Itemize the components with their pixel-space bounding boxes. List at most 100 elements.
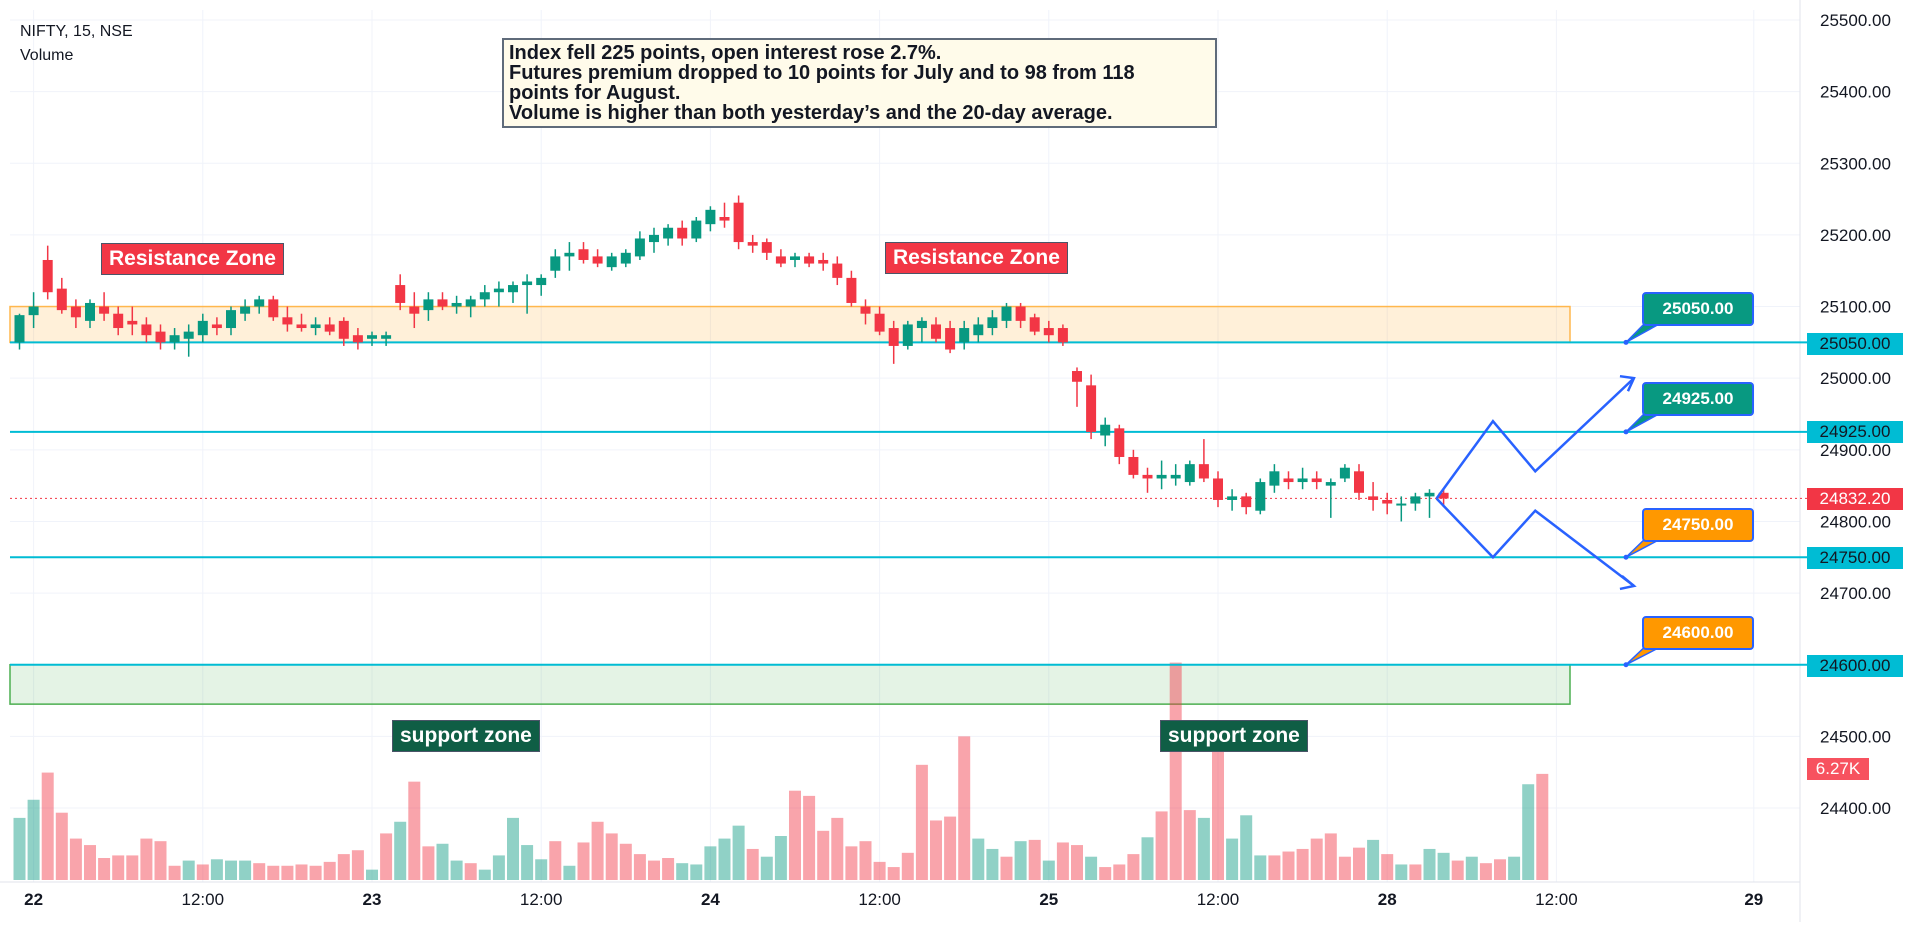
volume-bar: [1113, 864, 1126, 880]
support-zone-label-right[interactable]: support zone: [1160, 720, 1308, 752]
candle: [423, 292, 434, 321]
candle-body: [1368, 496, 1379, 500]
candle: [508, 281, 518, 303]
volume-bar: [1056, 842, 1069, 880]
candle-body: [945, 328, 956, 350]
volume-bar: [253, 863, 266, 880]
projection-up-path[interactable]: [1435, 377, 1635, 500]
volume-bar: [182, 860, 195, 880]
volume-bar: [1423, 848, 1436, 880]
callout-24750[interactable]: 24750.00: [1642, 508, 1754, 542]
candle: [733, 195, 744, 250]
volume-bar: [492, 855, 505, 880]
volume-bar: [1296, 848, 1309, 880]
candle-body: [240, 306, 251, 314]
candle-body: [465, 299, 476, 307]
support-zone-label-left[interactable]: support zone: [392, 720, 540, 752]
candle-body: [183, 331, 194, 339]
volume-bar: [1353, 847, 1365, 880]
candle: [1072, 367, 1082, 407]
volume-indicator-label[interactable]: Volume: [20, 47, 74, 64]
candle: [479, 285, 490, 307]
candle-body: [973, 324, 984, 336]
candle-body: [987, 317, 998, 329]
candle: [1086, 374, 1097, 440]
candle: [56, 277, 67, 314]
volume-bar: [619, 843, 632, 880]
candle-body: [423, 299, 434, 311]
volume-bar: [55, 812, 68, 880]
candle-body: [1297, 478, 1308, 483]
candle-body: [1184, 464, 1195, 483]
volume-bar: [845, 846, 858, 880]
candle: [1043, 320, 1054, 343]
level-lines: [10, 341, 1807, 666]
candle: [761, 238, 772, 260]
candle-body: [1057, 328, 1068, 343]
candle: [663, 224, 674, 246]
candle-body: [1227, 496, 1238, 500]
callout-25050[interactable]: 25050.00: [1642, 292, 1754, 326]
volume-bar: [1395, 864, 1408, 880]
volume-bar: [1226, 838, 1239, 880]
candle-body: [1043, 328, 1054, 336]
support-zone[interactable]: [9, 663, 1571, 705]
symbol-label[interactable]: NIFTY, 15, NSE: [20, 23, 133, 40]
volume-bar: [591, 821, 604, 880]
candle: [536, 274, 547, 296]
resistance-zone-label-right[interactable]: Resistance Zone: [885, 242, 1068, 274]
candle-body: [338, 320, 349, 339]
volume-bar: [1268, 855, 1281, 880]
candle: [113, 306, 124, 336]
candle: [1396, 496, 1407, 522]
candle-body: [296, 324, 307, 329]
candle-body: [56, 288, 67, 311]
callout-24925[interactable]: 24925.00: [1642, 382, 1754, 416]
candle: [85, 299, 95, 329]
callout-24600[interactable]: 24600.00: [1642, 616, 1754, 650]
volume-bar: [126, 855, 139, 880]
volume-bar: [408, 781, 421, 880]
candle-body: [1198, 464, 1209, 479]
candle: [14, 313, 25, 350]
candle: [268, 295, 279, 321]
candle-body: [536, 277, 547, 286]
candle: [254, 295, 265, 314]
volume-bar: [1367, 839, 1380, 880]
projection-up-arrowhead: [1619, 374, 1636, 392]
y-tick-label: 24800.00: [1820, 512, 1891, 531]
candle: [804, 252, 815, 268]
volume-bar: [394, 821, 407, 880]
candle-body: [747, 242, 758, 246]
x-tick-label: 12:00: [858, 890, 901, 909]
volume-bar: [1536, 773, 1549, 880]
candle-body: [381, 335, 392, 339]
volume-bar: [1183, 810, 1196, 880]
candle-body: [522, 281, 533, 286]
candle-body: [931, 324, 941, 339]
candle: [719, 202, 730, 228]
projection-down-path[interactable]: [1435, 497, 1635, 587]
volume-bar: [1465, 856, 1478, 880]
annotation-note[interactable]: Index fell 225 points, open interest ros…: [502, 38, 1217, 128]
candle: [437, 292, 448, 311]
candle-body: [310, 324, 321, 329]
candle: [183, 324, 194, 357]
volume-bar: [831, 817, 844, 880]
volume-bar: [986, 848, 999, 880]
candle: [465, 295, 476, 318]
volume-bar: [323, 861, 336, 880]
annotation-line-4: Volume is higher than both yesterday’s a…: [509, 102, 1113, 124]
volume-bar: [535, 859, 548, 880]
candle-body: [1354, 471, 1364, 493]
volume-bar: [676, 863, 689, 880]
resistance-zone-label-left[interactable]: Resistance Zone: [101, 243, 284, 275]
candle-body: [564, 252, 575, 257]
projection-arrows: [1435, 317, 1673, 668]
volume-bar: [1508, 856, 1521, 880]
candle-body: [1156, 474, 1167, 479]
annotation-line-1: Index fell 225 points, open interest ros…: [509, 42, 942, 64]
candle: [916, 317, 927, 343]
candle: [1156, 460, 1167, 490]
